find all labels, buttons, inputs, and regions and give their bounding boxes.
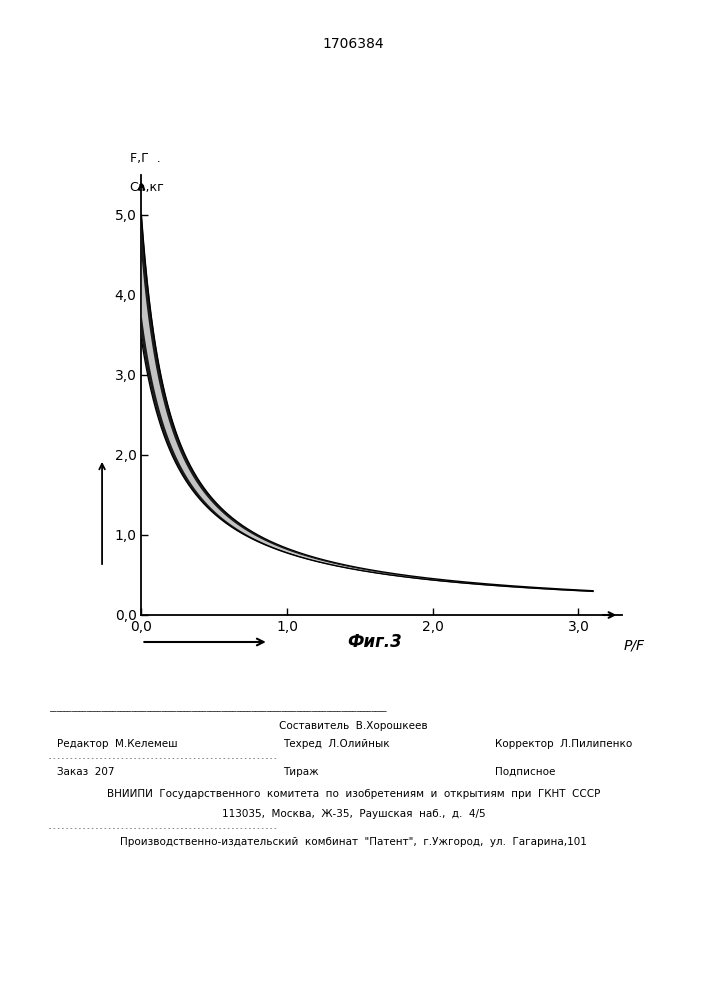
Text: - - - - - - - - - - - - - - - - - - - - - - - - - - - - - - - - - - - - - - - - : - - - - - - - - - - - - - - - - - - - - … [49, 826, 279, 831]
Text: Составитель  В.Хорошкеев: Составитель В.Хорошкеев [279, 721, 428, 731]
Text: Техред  Л.Олийнык: Техред Л.Олийнык [283, 739, 390, 749]
Text: 1706384: 1706384 [322, 37, 385, 51]
Text: F,Г  .: F,Г . [130, 152, 160, 165]
Text: Корректор  Л.Пилипенко: Корректор Л.Пилипенко [495, 739, 632, 749]
Text: Редактор  М.Келемеш: Редактор М.Келемеш [57, 739, 177, 749]
Text: - - - - - - - - - - - - - - - - - - - - - - - - - - - - - - - - - - - - - - - - : - - - - - - - - - - - - - - - - - - - - … [49, 756, 279, 761]
Text: Тираж: Тираж [283, 767, 318, 777]
Text: P/F: P/F [624, 638, 645, 652]
Text: Ca,кг: Ca,кг [130, 181, 165, 194]
Text: Заказ  207: Заказ 207 [57, 767, 114, 777]
Text: Производственно-издательский  комбинат  "Патент",  г.Ужгород,  ул.  Гагарина,101: Производственно-издательский комбинат "П… [120, 837, 587, 847]
Text: ────────────────────────────────────────────────────────────────────────────────: ────────────────────────────────────────… [49, 710, 387, 715]
Text: Подписное: Подписное [495, 767, 555, 777]
Text: ВНИИПИ  Государственного  комитета  по  изобретениям  и  открытиям  при  ГКНТ  С: ВНИИПИ Государственного комитета по изоб… [107, 789, 600, 799]
Text: 113035,  Москва,  Ж-35,  Раушская  наб.,  д.  4/5: 113035, Москва, Ж-35, Раушская наб., д. … [222, 809, 485, 819]
Text: Фиг.3: Фиг.3 [347, 633, 402, 651]
